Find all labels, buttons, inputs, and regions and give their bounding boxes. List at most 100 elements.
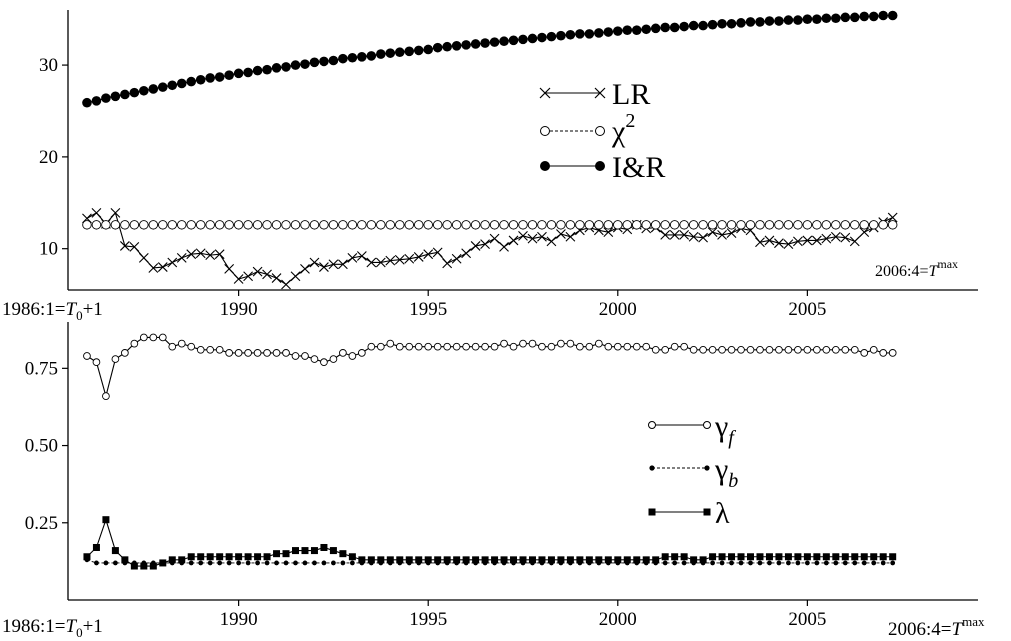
point-lambda	[709, 553, 717, 561]
point-lambda	[841, 553, 849, 561]
point-iandr	[783, 15, 794, 25]
point-gamma-f	[594, 339, 603, 348]
point-gamma-b	[255, 560, 260, 566]
point-gamma-f	[386, 339, 395, 348]
panel-bottom-legend: γf γb λ	[648, 410, 738, 530]
point-lambda	[510, 556, 518, 564]
legend-label-gamma-f: γf	[714, 410, 736, 449]
point-lambda	[178, 556, 186, 564]
point-chi2	[110, 220, 121, 230]
point-iandr	[527, 33, 538, 44]
point-lambda	[528, 556, 536, 564]
point-chi2	[717, 220, 727, 230]
point-lr	[394, 254, 405, 265]
point-lr	[119, 241, 130, 251]
legend-entry-lr: LR	[539, 78, 650, 111]
point-lr	[537, 231, 547, 242]
point-lr	[224, 263, 235, 274]
point-iandr	[328, 55, 339, 66]
point-gamma-f	[831, 345, 840, 354]
point-lr	[404, 253, 415, 264]
point-gamma-b	[786, 560, 791, 566]
legend-label-gamma-b: γb	[714, 453, 738, 492]
point-gamma-b	[842, 560, 848, 566]
point-chi2	[413, 220, 424, 230]
series-chi2	[82, 220, 898, 230]
point-gamma-b	[748, 560, 753, 566]
point-iandr	[631, 25, 642, 35]
point-iandr	[594, 28, 604, 38]
point-gamma-f	[320, 358, 328, 367]
point-lr	[783, 239, 794, 249]
point-chi2	[148, 220, 159, 230]
point-chi2	[328, 220, 339, 230]
point-gamma-b	[217, 560, 223, 566]
point-chi2	[783, 220, 794, 230]
point-gamma-b	[814, 560, 820, 566]
point-gamma-f	[83, 352, 91, 360]
point-iandr	[91, 96, 102, 106]
point-gamma-b	[861, 560, 867, 566]
point-gamma-f	[471, 342, 480, 351]
point-lr	[556, 229, 566, 239]
point-lr	[338, 259, 348, 270]
x-tick-label: 2000	[599, 299, 637, 320]
point-lr	[830, 231, 841, 242]
point-chi2	[366, 220, 377, 230]
point-chi2	[338, 220, 348, 230]
point-gamma-f	[301, 352, 309, 360]
point-chi2	[319, 220, 329, 230]
point-lr	[755, 237, 765, 248]
point-lambda	[832, 553, 840, 561]
legend-entry-ir: I&R	[540, 151, 665, 184]
point-lr	[821, 233, 832, 244]
point-chi2	[745, 220, 756, 230]
point-lr	[148, 263, 159, 273]
point-iandr	[148, 84, 159, 94]
point-iandr	[432, 42, 443, 53]
point-iandr	[101, 93, 111, 103]
point-lr	[764, 235, 775, 246]
point-gamma-f	[367, 342, 376, 351]
point-gamma-f	[158, 333, 167, 342]
point-gamma-f	[765, 345, 774, 354]
point-lr	[470, 241, 481, 251]
point-gamma-b	[236, 560, 242, 566]
point-chi2	[650, 220, 661, 230]
point-gamma-f	[547, 342, 556, 351]
point-lambda	[747, 553, 754, 561]
point-gamma-b	[719, 560, 725, 566]
point-iandr	[584, 29, 595, 39]
point-gamma-b	[767, 560, 772, 566]
point-gamma-f	[642, 342, 651, 351]
point-lambda	[813, 553, 821, 561]
point-chi2	[243, 220, 253, 230]
point-iandr	[518, 34, 528, 45]
point-iandr	[612, 26, 623, 36]
point-gamma-f	[680, 342, 688, 351]
point-gamma-b	[198, 560, 204, 566]
point-chi2	[432, 220, 443, 230]
point-lr	[432, 247, 443, 258]
point-lr	[688, 231, 699, 242]
point-gamma-f	[168, 342, 177, 351]
panel-bottom-y-ticks: 0.25 0.50 0.75	[25, 358, 68, 534]
point-lambda	[491, 556, 499, 564]
point-lr	[489, 233, 500, 244]
point-gamma-b	[302, 560, 308, 566]
point-iandr	[641, 24, 652, 35]
point-gamma-b	[188, 560, 194, 566]
point-iandr	[252, 65, 263, 76]
point-lr	[461, 248, 472, 259]
y-tick-label: 20	[39, 147, 58, 168]
point-lambda	[822, 553, 830, 561]
y-tick-label: 0.50	[25, 436, 58, 457]
point-iandr	[186, 76, 197, 87]
point-iandr	[442, 41, 452, 52]
point-chi2	[679, 220, 689, 230]
point-gamma-f	[869, 345, 878, 354]
point-gamma-f	[405, 342, 414, 351]
point-lr	[669, 230, 680, 240]
x-tick-label: 1995	[409, 609, 447, 630]
